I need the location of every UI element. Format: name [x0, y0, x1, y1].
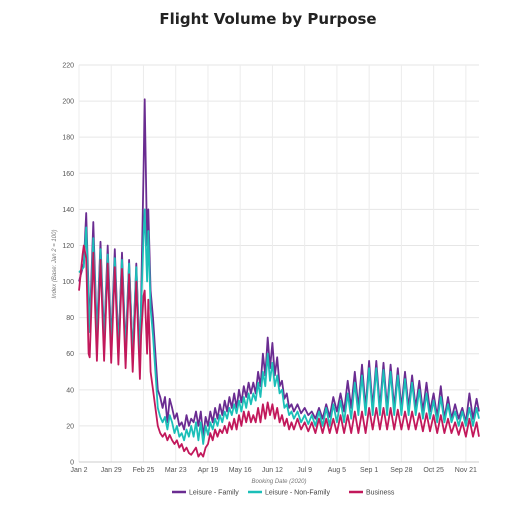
- x-tick-label: Feb 25: [133, 467, 155, 474]
- x-axis-label: Booking Date (2020): [251, 479, 306, 485]
- legend-label-0: Leisure - Family: [189, 490, 239, 497]
- y-tick-label: 140: [62, 207, 74, 214]
- series-line-2: [78, 244, 480, 458]
- y-tick-label: 80: [66, 315, 74, 322]
- y-tick-label: 100: [62, 279, 74, 286]
- y-tick-label: 220: [62, 63, 74, 70]
- chart-title: Flight Volume by Purpose: [159, 10, 376, 28]
- legend-label-2: Business: [366, 490, 395, 497]
- y-tick-label: 200: [62, 99, 74, 106]
- x-axis-ticks: Jan 2 Jan 29 Feb 25 Mar 23 Apr 19 May 16 Jun 1…: [70, 467, 477, 474]
- y-tick-label: 120: [62, 243, 74, 250]
- y-tick-label: 160: [62, 171, 74, 178]
- x-tick-label: Sep 1: [360, 467, 378, 474]
- x-tick-label: Aug 5: [328, 467, 346, 474]
- x-tick-label: Apr 19: [198, 467, 219, 474]
- y-tick-label: 180: [62, 135, 74, 142]
- x-tick-label: Jun 12: [262, 467, 283, 474]
- series-line-1: [78, 208, 480, 445]
- x-tick-label: May 16: [229, 467, 252, 474]
- x-tick-label: Oct 25: [423, 467, 444, 474]
- y-tick-label: 0: [70, 460, 74, 467]
- y-tick-label: 40: [66, 387, 74, 394]
- x-tick-label: Sep 28: [390, 467, 412, 474]
- series-lines: [78, 98, 480, 458]
- y-tick-label: 60: [66, 351, 74, 358]
- y-axis-ticks: 0 20 40 60 80 100 120 140 160 180 200 220: [62, 63, 74, 467]
- x-tick-label: Jan 2: [70, 467, 87, 474]
- legend: Leisure - Family Leisure - Non-Family Busi…: [172, 490, 395, 497]
- y-axis-label: Index (Base: Jan 2 = 100): [52, 230, 58, 299]
- x-tick-label: Jul 9: [297, 467, 312, 474]
- grid-lines: [78, 64, 479, 463]
- y-tick-label: 20: [66, 423, 74, 430]
- x-tick-label: Mar 23: [165, 467, 187, 474]
- x-tick-label: Nov 21: [455, 467, 477, 474]
- x-tick-label: Jan 29: [101, 467, 122, 474]
- legend-label-1: Leisure - Non-Family: [265, 490, 330, 497]
